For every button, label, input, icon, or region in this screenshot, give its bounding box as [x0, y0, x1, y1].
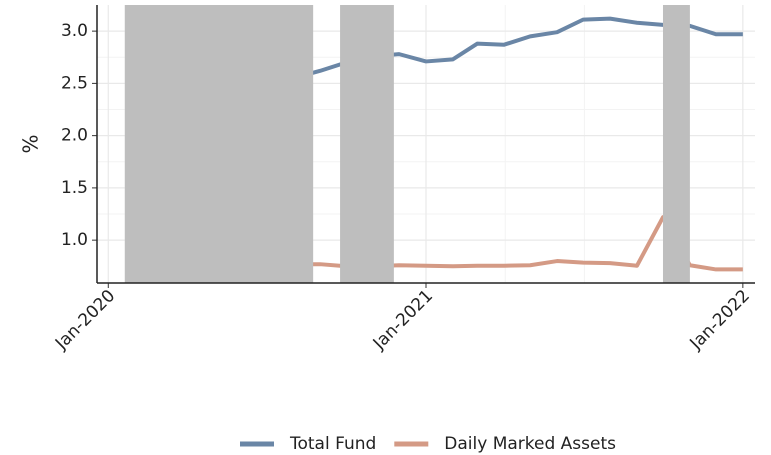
y-tick-label: 2.5	[61, 73, 88, 93]
legend: Total Fund Daily Marked Assets	[240, 434, 616, 454]
x-tick-label: Jan-2021	[369, 286, 437, 354]
shaded-period	[340, 5, 394, 283]
y-axis-label: %	[19, 134, 43, 153]
legend-label: Daily Marked Assets	[444, 434, 616, 454]
legend-label: Total Fund	[289, 434, 376, 454]
y-tick-label: 1.5	[61, 178, 88, 198]
x-tick-label: Jan-2022	[686, 286, 754, 354]
y-tick-label: 1.0	[61, 230, 88, 250]
shaded-period	[124, 5, 314, 283]
shaded-period	[662, 5, 690, 283]
y-tick-label: 3.0	[61, 21, 88, 41]
x-tick-label: Jan-2020	[51, 286, 119, 354]
y-tick-label: 2.0	[61, 126, 88, 146]
